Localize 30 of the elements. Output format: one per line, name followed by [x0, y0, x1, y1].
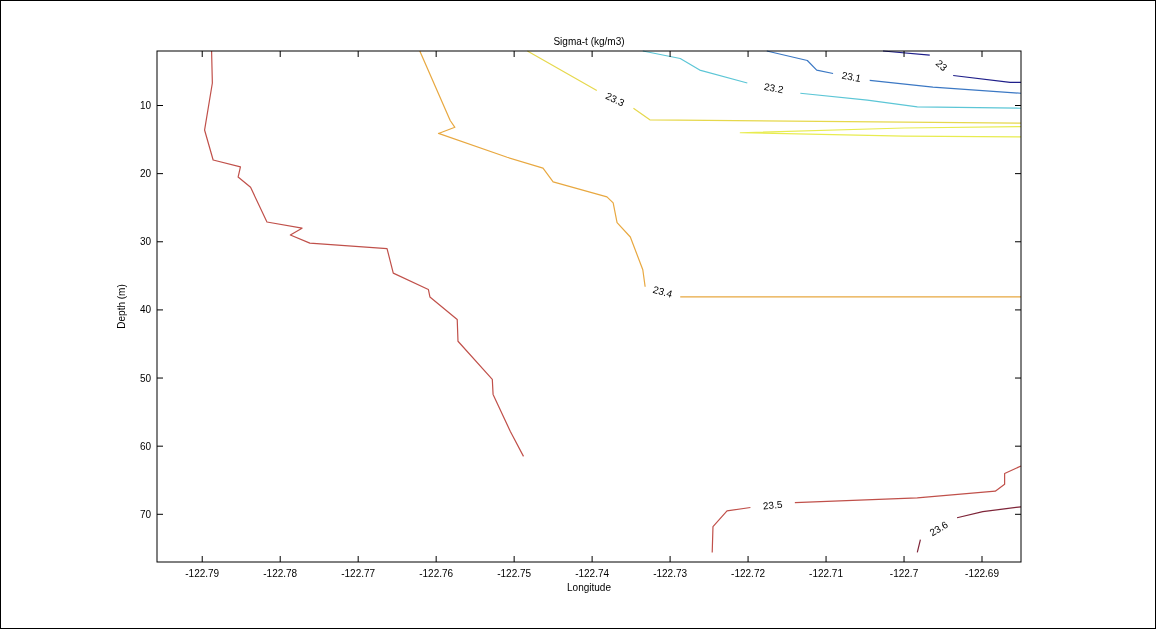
- x-tick-label: -122.69: [965, 568, 1000, 579]
- x-tick-label: -122.79: [185, 568, 220, 579]
- text: 23.5: [762, 498, 784, 512]
- x-axis-title: Longitude: [567, 582, 612, 593]
- text: 23.4: [651, 283, 674, 300]
- text: 23.3: [603, 90, 627, 109]
- text: 23.6: [927, 518, 951, 539]
- y-tick-label: 70: [139, 508, 152, 520]
- x-tick-label: -122.74: [575, 568, 610, 579]
- y-tick-label: 10: [139, 100, 152, 112]
- y-tick-label: 60: [139, 440, 152, 452]
- x-tick-label: -122.77: [341, 568, 376, 579]
- x-tick-label: -122.76: [419, 568, 454, 579]
- x-tick-label: -122.78: [263, 568, 298, 579]
- text: 23.1: [840, 69, 863, 85]
- y-tick-label: 40: [139, 304, 152, 316]
- x-tick-label: -122.75: [497, 568, 532, 579]
- line-series: [203, 50, 525, 457]
- text: 23.2: [763, 80, 785, 96]
- chart-title: Sigma-t (kg/m3): [553, 36, 625, 47]
- line-series: [739, 126, 1022, 138]
- y-axis-title: Depth (m): [116, 284, 127, 329]
- y-tick-label: 50: [139, 372, 152, 384]
- x-tick-label: -122.71: [809, 568, 844, 579]
- text: 23: [933, 57, 950, 74]
- y-tick-label: 30: [139, 236, 152, 248]
- y-tick-label: 20: [139, 168, 152, 180]
- x-tick-label: -122.72: [731, 568, 766, 579]
- x-tick-label: -122.73: [653, 568, 688, 579]
- x-tick-label: -122.7: [889, 568, 919, 579]
